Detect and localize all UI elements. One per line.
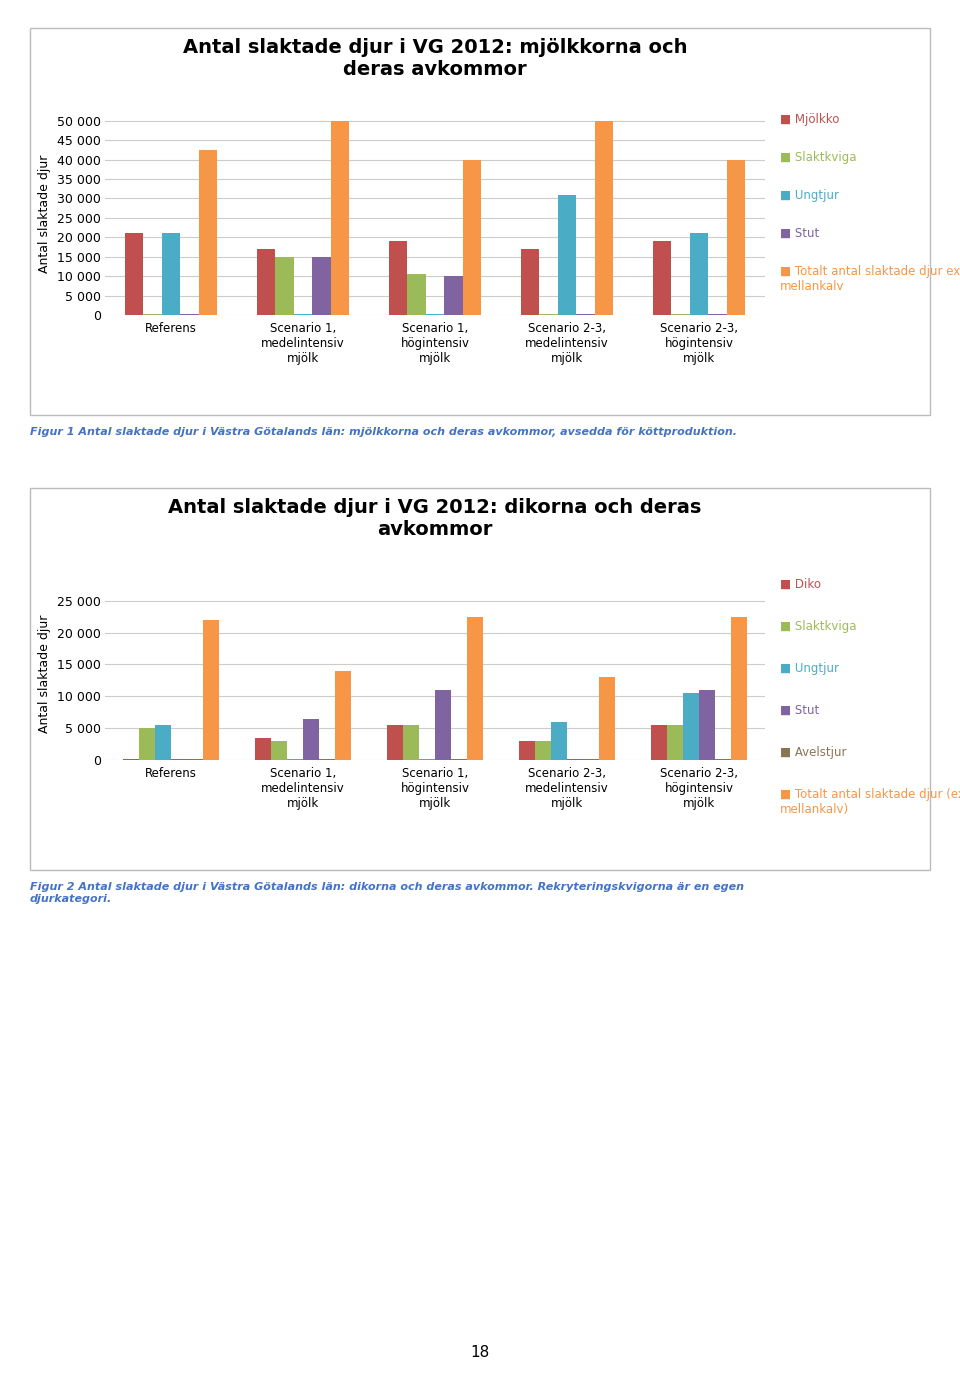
Bar	[276, 256, 294, 314]
Bar	[403, 724, 420, 760]
Bar	[727, 159, 745, 314]
Bar	[203, 620, 219, 760]
Bar	[303, 719, 319, 760]
Bar	[161, 234, 180, 314]
Text: ■ Ungtjur: ■ Ungtjur	[780, 188, 839, 202]
Text: ■ Totalt antal slaktade djur (exkl
mellankalv): ■ Totalt antal slaktade djur (exkl mella…	[780, 788, 960, 816]
Y-axis label: Antal slaktade djur: Antal slaktade djur	[38, 615, 52, 733]
Bar	[407, 274, 425, 314]
Bar	[199, 150, 217, 314]
Text: ■ Ungtjur: ■ Ungtjur	[780, 662, 839, 674]
Text: ■ Totalt antal slaktade djur exkl
mellankalv: ■ Totalt antal slaktade djur exkl mellan…	[780, 265, 960, 294]
Y-axis label: Antal slaktade djur: Antal slaktade djur	[38, 155, 51, 273]
Bar	[595, 120, 613, 314]
Text: 18: 18	[470, 1345, 490, 1360]
Bar	[444, 276, 463, 314]
Text: Antal slaktade djur i VG 2012: mjölkkorna och
deras avkommor: Antal slaktade djur i VG 2012: mjölkkorn…	[182, 37, 687, 79]
Bar	[653, 241, 671, 314]
Bar	[272, 741, 287, 760]
Bar	[520, 249, 540, 314]
Bar	[519, 741, 536, 760]
Bar	[312, 256, 330, 314]
Bar	[256, 249, 276, 314]
Bar	[684, 692, 699, 760]
Bar	[435, 690, 451, 760]
Bar	[699, 690, 715, 760]
Text: ■ Mjölkko: ■ Mjölkko	[780, 114, 839, 126]
Bar	[125, 234, 143, 314]
Bar	[599, 677, 614, 760]
Text: Figur 1 Antal slaktade djur i Västra Götalands län: mjölkkorna och deras avkommo: Figur 1 Antal slaktade djur i Västra Göt…	[30, 427, 737, 438]
Text: ■ Slaktkviga: ■ Slaktkviga	[780, 151, 856, 163]
Text: ■ Stut: ■ Stut	[780, 704, 819, 717]
Bar	[139, 729, 156, 760]
Text: ■ Slaktkviga: ■ Slaktkviga	[780, 620, 856, 633]
Bar	[551, 722, 567, 760]
Bar	[667, 724, 684, 760]
Bar	[536, 741, 551, 760]
Bar	[731, 616, 747, 760]
Bar	[388, 724, 403, 760]
Bar	[558, 194, 576, 314]
Bar	[389, 241, 407, 314]
Bar	[330, 120, 349, 314]
Bar	[467, 616, 483, 760]
Bar	[335, 670, 350, 760]
Bar	[156, 724, 171, 760]
Text: ■ Diko: ■ Diko	[780, 578, 821, 591]
Text: ■ Avelstjur: ■ Avelstjur	[780, 747, 847, 759]
Bar	[689, 234, 708, 314]
Bar	[652, 724, 667, 760]
Text: ■ Stut: ■ Stut	[780, 227, 819, 240]
Bar	[255, 738, 272, 760]
Bar	[463, 159, 481, 314]
Text: Antal slaktade djur i VG 2012: dikorna och deras
avkommor: Antal slaktade djur i VG 2012: dikorna o…	[168, 499, 702, 539]
Text: Figur 2 Antal slaktade djur i Västra Götalands län: dikorna och deras avkommor. : Figur 2 Antal slaktade djur i Västra Göt…	[30, 882, 744, 903]
